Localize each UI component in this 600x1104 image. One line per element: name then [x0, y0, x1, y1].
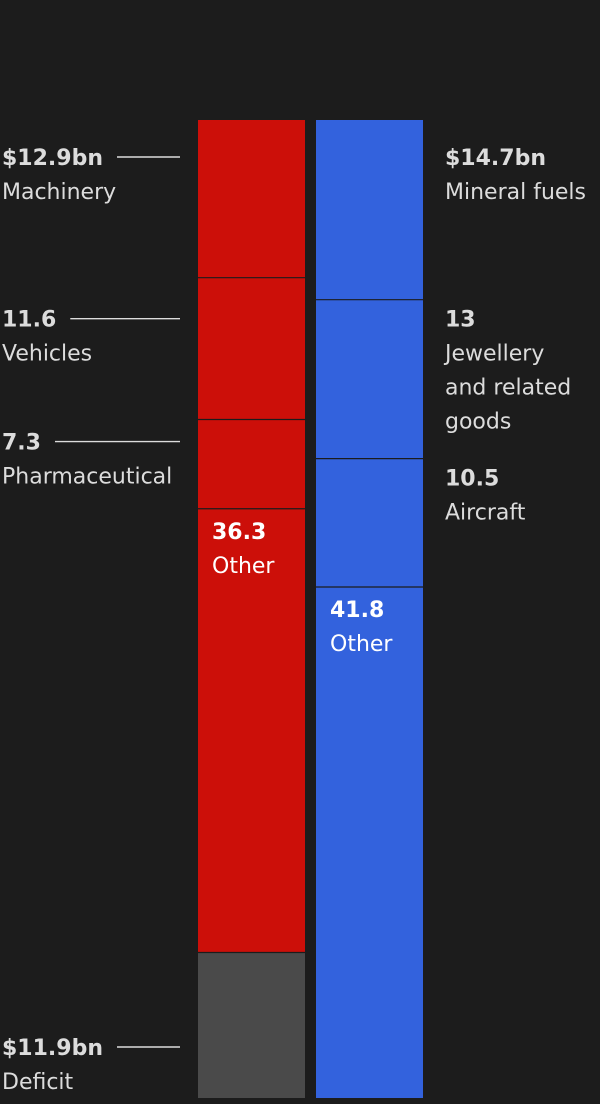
imports-aircraft-value: 10.5: [445, 467, 499, 492]
exports-vehicles-label: Vehicles: [2, 342, 92, 367]
bar-segment-imports-other: [316, 586, 423, 1098]
imports-jewellery-label: goods: [445, 410, 511, 435]
imports-other-label: Other: [330, 632, 393, 657]
exports-pharmaceutical-label: Pharmaceutical: [2, 465, 172, 490]
bar-segment-imports-aircraft: [316, 458, 423, 587]
imports-jewellery-label: Jewellery: [443, 342, 544, 367]
exports-pharmaceutical-value: 7.3: [2, 431, 41, 456]
exports-machinery-label: Machinery: [2, 180, 116, 205]
imports-jewellery-value: 13: [445, 308, 476, 333]
exports-vehicles-value: 11.6: [2, 308, 56, 333]
bar-segment-imports-jewellery: [316, 299, 423, 459]
exports-deficit-label: Deficit: [2, 1070, 74, 1095]
exports-deficit-value: $11.9bn: [2, 1036, 103, 1061]
bar-segment-exports-vehicles: [198, 277, 305, 420]
bar-segment-exports-machinery: [198, 120, 305, 278]
imports-other-value: 41.8: [330, 598, 384, 623]
bar-segment-exports-pharmaceutical: [198, 419, 305, 509]
exports-other-label: Other: [212, 554, 275, 579]
imports-mineral-fuels-value: $14.7bn: [445, 146, 546, 171]
exports-other-value: 36.3: [212, 520, 266, 545]
imports-aircraft-label: Aircraft: [445, 501, 526, 526]
imports-jewellery-label: and related: [445, 376, 571, 401]
imports-mineral-fuels-label: Mineral fuels: [445, 180, 586, 205]
bar-segment-exports-deficit: [198, 952, 305, 1098]
exports-machinery-value: $12.9bn: [2, 146, 103, 171]
bar-segment-imports-mineral-fuels: [316, 120, 423, 300]
bar-segment-exports-other: [198, 508, 305, 953]
